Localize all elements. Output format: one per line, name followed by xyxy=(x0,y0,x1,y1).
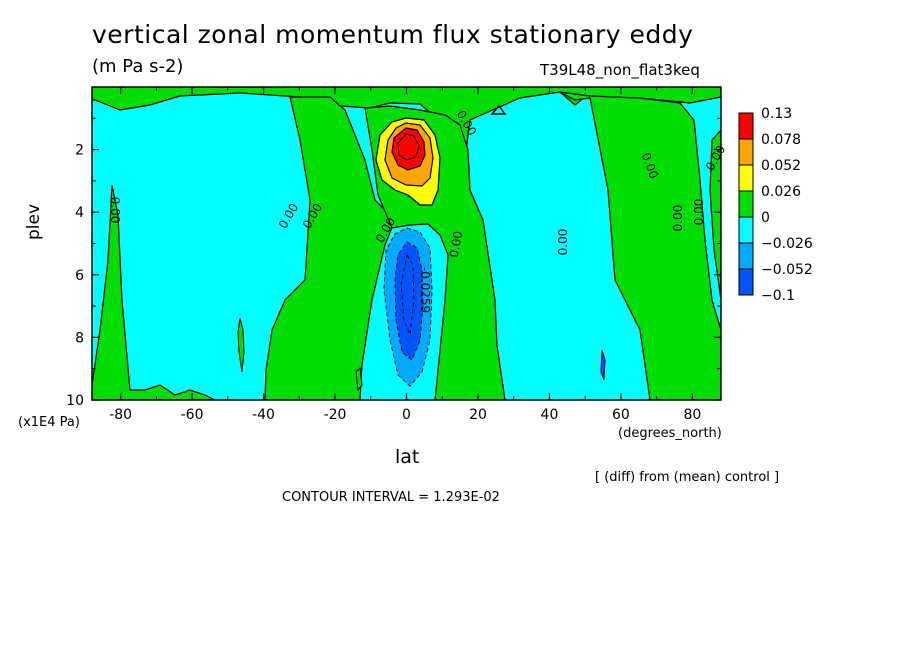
x-tick-label: 60 xyxy=(612,407,630,423)
x-axis-unit: (degrees_north) xyxy=(618,426,722,441)
legend-swatch xyxy=(738,138,754,166)
legend-label: −0.1 xyxy=(761,288,795,304)
contour-label: 0.00 xyxy=(108,197,122,224)
feature-north-blip xyxy=(600,349,606,381)
contour-label: 0.00 xyxy=(447,230,465,259)
colorbar-legend: 0.13 0.078 0.052 0.026 0 −0.026 −0.052 −0.1 xyxy=(738,106,813,304)
region-positive-small-south xyxy=(237,317,245,373)
region-078 xyxy=(391,127,426,171)
legend-label: −0.052 xyxy=(761,262,813,278)
chart-units: (m Pa s-2) xyxy=(92,56,184,77)
contour-label: -0.0259 xyxy=(418,267,432,313)
legend-swatch xyxy=(738,112,754,140)
region-neg-052 xyxy=(394,241,424,361)
x-tick-label: 40 xyxy=(541,407,559,423)
x-tick-label: -20 xyxy=(324,407,347,423)
run-name: T39L48_non_flat3keq xyxy=(540,61,700,79)
feature-triangle xyxy=(490,104,507,115)
x-tick-label: 0 xyxy=(402,407,411,423)
x-tick-label: 20 xyxy=(469,407,487,423)
feature-south-spike xyxy=(355,366,363,392)
y-tick-label: 6 xyxy=(75,268,84,284)
contour-min-inner xyxy=(400,253,415,336)
legend-swatch xyxy=(738,268,754,296)
legend-swatch xyxy=(738,216,754,244)
contour-label: 0.00 xyxy=(671,205,685,232)
contour-field xyxy=(92,87,721,400)
axes: -80 -60 -40 -20 0 20 40 60 80 2 4 6 8 10 xyxy=(66,87,721,423)
y-tick-label: 10 xyxy=(66,393,84,409)
x-tick-label: 80 xyxy=(683,407,701,423)
contour-label: 0.00 xyxy=(692,199,706,226)
y-tick-label: 8 xyxy=(75,330,84,346)
diff-note: [ (diff) from (mean) control ] xyxy=(595,470,780,485)
x-tick-label: -80 xyxy=(109,407,132,423)
legend-swatch xyxy=(738,242,754,270)
legend-label: 0.078 xyxy=(761,132,801,148)
y-tick-label: 4 xyxy=(75,205,84,221)
y-axis-unit: (x1E4 Pa) xyxy=(18,415,80,430)
region-positive-north-band xyxy=(559,91,721,400)
x-tick-label: -60 xyxy=(181,407,204,423)
legend-label: 0.026 xyxy=(761,184,801,200)
x-tick-label: -40 xyxy=(252,407,275,423)
contour-label: 0.00 xyxy=(556,229,570,256)
y-tick-label: 2 xyxy=(75,143,84,159)
contour-max-inner xyxy=(397,133,420,161)
legend-label: 0.052 xyxy=(761,158,801,174)
legend-label: 0 xyxy=(761,210,770,226)
x-axis-label: lat xyxy=(395,446,420,468)
legend-label: −0.026 xyxy=(761,236,813,252)
legend-label: 0.13 xyxy=(761,106,792,122)
legend-swatch xyxy=(738,190,754,218)
region-positive-left-edge xyxy=(92,184,216,400)
contour-interval: CONTOUR INTERVAL = 1.293E-02 xyxy=(282,490,500,505)
legend-swatch xyxy=(738,164,754,192)
chart-title: vertical zonal momentum flux stationary … xyxy=(92,20,694,49)
